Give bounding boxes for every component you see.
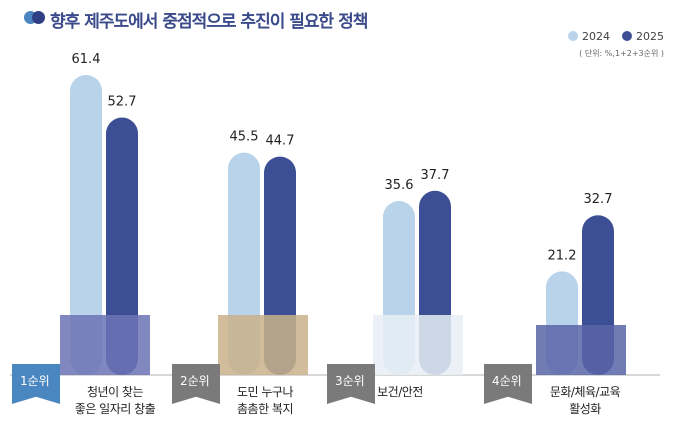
illustration	[373, 315, 463, 375]
bar-2025-1	[106, 117, 138, 375]
legend-item-2024: 2024	[568, 30, 610, 43]
chart-title: 향후 제주도에서 중점적으로 추진이 필요한 정책	[50, 12, 368, 32]
illustration	[60, 315, 150, 375]
category-label: 도민 누구나 촘촘한 복지	[236, 385, 294, 416]
value-label: 37.7	[421, 168, 450, 183]
value-label: 44.7	[266, 134, 295, 149]
legend-item-2025: 2025	[622, 30, 664, 43]
value-label: 32.7	[584, 192, 613, 207]
value-label: 52.7	[108, 95, 137, 110]
illustration	[536, 325, 626, 375]
value-label: 45.5	[230, 130, 259, 145]
legend: 2024 2025	[568, 30, 664, 43]
category-label: 청년이 찾는 좋은 일자리 창출	[74, 385, 156, 416]
category-label: 보건/안전	[377, 385, 423, 399]
category-label: 문화/체육/교육 활성화	[549, 385, 621, 416]
bar-2024-1	[70, 75, 102, 375]
title-dots-icon	[24, 11, 50, 25]
unit-note: ( 단위: %,1+2+3순위 )	[579, 49, 664, 58]
value-label: 35.6	[385, 178, 414, 193]
illustration	[218, 315, 308, 375]
value-label: 21.2	[548, 248, 577, 263]
value-label: 61.4	[72, 52, 101, 67]
